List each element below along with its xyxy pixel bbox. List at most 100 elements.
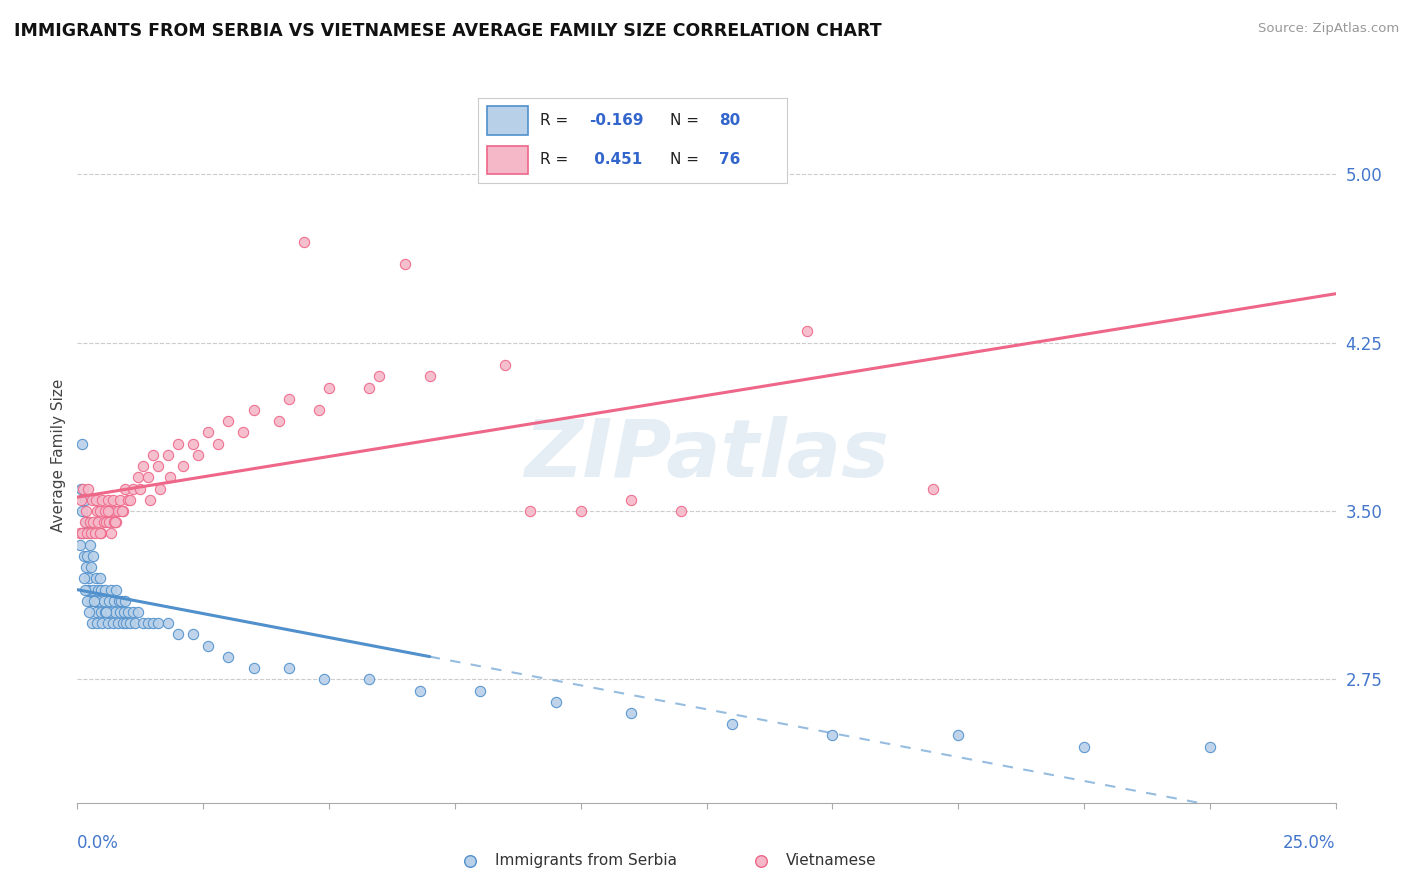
Point [149,482,172,496]
Point [207,436,229,450]
Point [91,492,114,507]
Point [318,381,340,395]
Point [90,526,112,541]
Point [181,436,204,450]
Text: Source: ZipAtlas.com: Source: ZipAtlas.com [1258,22,1399,36]
Point [89,504,111,518]
Point [922,482,945,496]
Text: 0.451: 0.451 [589,153,643,168]
Point [69,538,91,552]
Point [671,504,693,518]
Point [93,515,115,529]
Point [197,639,219,653]
Point [749,854,772,868]
Point [114,482,136,496]
Point [75,582,97,597]
Point [139,492,162,507]
Point [72,526,94,541]
Point [77,582,100,597]
Point [104,605,127,619]
Point [82,616,104,631]
Text: -0.169: -0.169 [589,112,644,128]
Point [100,582,122,597]
Point [70,504,93,518]
Point [292,235,315,249]
Point [419,369,441,384]
Text: R =: R = [540,153,568,168]
Point [72,436,94,450]
Point [96,492,118,507]
Point [83,594,105,608]
Point [156,448,179,462]
Point [91,616,114,631]
Point [93,594,115,608]
Point [80,560,103,574]
Point [121,482,143,496]
Y-axis label: Average Family Size: Average Family Size [51,378,66,532]
Point [72,526,94,541]
Point [101,492,124,507]
Bar [488,106,527,135]
Point [167,436,190,450]
Point [75,504,97,518]
Point [117,605,139,619]
Point [796,325,818,339]
Point [84,605,107,619]
Point [132,459,155,474]
Point [111,504,134,518]
Point [100,526,122,541]
Point [108,492,131,507]
Point [108,605,131,619]
Point [98,504,121,518]
Text: IMMIGRANTS FROM SERBIA VS VIETNAMESE AVERAGE FAMILY SIZE CORRELATION CHART: IMMIGRANTS FROM SERBIA VS VIETNAMESE AVE… [14,22,882,40]
Point [136,616,159,631]
Text: 0.0%: 0.0% [77,834,120,852]
Point [87,515,110,529]
Point [359,673,381,687]
Point [172,459,194,474]
Point [105,582,128,597]
Point [948,729,970,743]
Point [98,605,121,619]
Point [89,594,111,608]
Point [167,627,190,641]
Point [620,492,643,507]
Point [77,605,100,619]
Point [136,470,159,484]
Point [69,526,91,541]
Point [368,369,391,384]
Point [277,661,299,675]
Point [821,729,844,743]
Point [127,470,149,484]
Point [267,414,290,428]
Point [103,594,125,608]
Point [86,571,108,585]
Point [115,616,138,631]
Point [107,616,129,631]
Point [217,414,239,428]
Point [120,616,142,631]
Point [94,582,117,597]
Point [97,594,120,608]
Point [1073,739,1095,754]
Text: ZIPatlas: ZIPatlas [524,416,889,494]
Point [70,492,93,507]
Point [79,538,101,552]
Point [1198,739,1220,754]
Point [89,571,111,585]
Point [544,695,567,709]
Point [76,526,98,541]
Point [94,504,117,518]
Point [96,616,118,631]
Point [129,482,152,496]
Text: 76: 76 [720,153,741,168]
Point [76,549,98,563]
Point [146,459,169,474]
Point [197,425,219,440]
Point [187,448,209,462]
Point [86,616,108,631]
Point [104,515,127,529]
Point [111,616,134,631]
Point [127,605,149,619]
Point [569,504,592,518]
